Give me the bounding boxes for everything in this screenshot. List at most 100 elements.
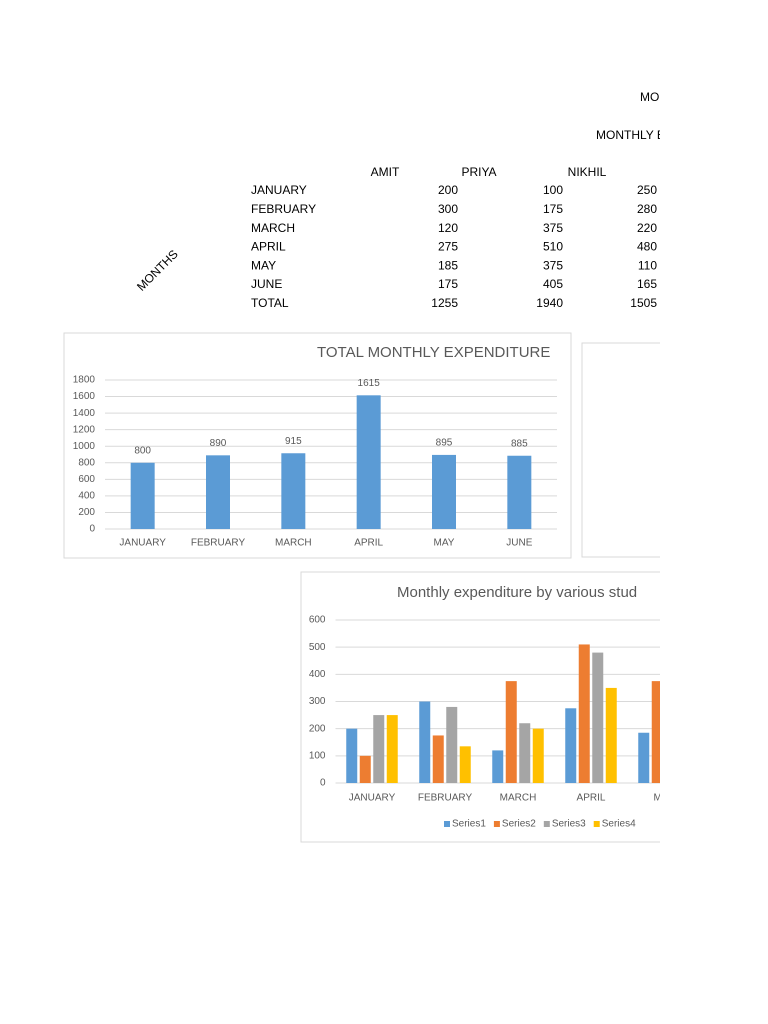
x-tick-label: JANUARY [349,793,396,804]
column-header: PRIYA [461,165,496,179]
legend-swatch [444,821,450,827]
y-tick-label: 0 [89,524,95,535]
table-cell: 300 [438,202,458,216]
table-cell: 510 [543,240,563,254]
bar [432,735,444,783]
column-header: NIKHIL [568,165,607,179]
bar [386,715,398,783]
y-tick-label: 1800 [73,375,96,386]
data-label: 895 [436,438,453,449]
table-cell: 250 [637,183,657,197]
y-tick-label: 500 [309,642,326,653]
y-tick-label: 1000 [73,441,96,452]
y-tick-label: 400 [78,491,95,502]
bar [446,706,458,783]
side-label: MONTHS [134,247,181,294]
x-tick-label: MAY [434,538,455,549]
bar [492,750,504,783]
table-cell: 480 [637,240,657,254]
y-tick-label: 100 [309,750,326,761]
bar [519,723,531,783]
y-tick-label: 200 [309,723,326,734]
table-cell: 375 [543,221,563,235]
bar [130,462,155,529]
y-tick-label: 300 [309,696,326,707]
bar [419,701,431,783]
empty-chart-frame [581,342,660,558]
bar [592,652,604,783]
x-tick-label: JANUARY [119,538,166,549]
bar [359,755,371,783]
x-tick-label: MAY [654,793,660,804]
y-tick-label: 0 [320,778,326,789]
table-cell: 165 [637,277,657,291]
table-cell: 110 [638,258,657,272]
row-label: FEBRUARY [251,202,316,216]
bar [507,455,532,529]
bar [532,728,544,783]
sheet-title: MO [640,90,659,104]
bar [346,728,358,783]
table-cell: 100 [543,183,563,197]
legend-swatch [593,821,600,827]
y-tick-label: 800 [78,457,95,468]
data-label: 800 [134,445,151,456]
data-label: 915 [285,436,302,447]
table-cell: 1940 [536,296,563,310]
x-tick-label: FEBRUARY [418,793,473,804]
table-cell: 185 [438,258,458,272]
x-tick-label: APRIL [354,538,383,549]
table-cell: 175 [543,202,563,216]
x-tick-label: MARCH [275,538,312,549]
chart-title: TOTAL MONTHLY EXPENDITURE [317,344,550,361]
x-tick-label: JUNE [506,538,532,549]
row-label: TOTAL [251,296,289,310]
row-label: JUNE [251,277,282,291]
table-cell: 175 [438,277,458,291]
bar [459,746,471,783]
table-cell: 375 [543,258,563,272]
data-label: 885 [511,438,528,449]
bar [373,715,385,783]
legend-swatch [543,821,550,827]
table-cell: 1255 [431,296,458,310]
table-cell: 120 [438,221,458,235]
bar [505,681,517,783]
legend-label: Series1 [452,819,486,830]
legend-label: Series3 [552,819,586,830]
y-tick-label: 1200 [73,424,96,435]
row-label: APRIL [251,240,286,254]
data-label: 890 [210,438,227,449]
table-cell: 275 [438,240,458,254]
row-label: MARCH [251,221,295,235]
y-tick-label: 600 [309,615,326,626]
bar [565,708,577,783]
table-cell: 280 [637,202,657,216]
bar [206,455,230,529]
page-clip: MO MONTHLY E MONTHS AMIT PRIYA NIKHIL JANUA… [63,90,660,843]
legend-label: Series2 [502,819,536,830]
data-label: 1615 [358,378,381,389]
x-tick-label: FEBRUARY [191,538,246,549]
table-cell: 220 [637,221,657,235]
x-tick-label: MARCH [500,793,537,804]
table-cell: 200 [438,183,458,197]
bar [356,395,381,529]
x-tick-label: APRIL [577,793,606,804]
bar [578,644,590,783]
table-cell: 405 [543,277,563,291]
bar [638,732,650,783]
bar [281,453,306,529]
column-header: AMIT [371,165,400,179]
legend-swatch [493,821,500,827]
sheet-subtitle: MONTHLY E [596,128,660,142]
y-tick-label: 1600 [73,391,96,402]
row-label: MAY [251,258,276,272]
legend-label: Series4 [602,819,636,830]
bar [605,687,617,783]
chart-title: Monthly expenditure by various stud [397,584,637,601]
bar [651,681,660,783]
bar [432,454,456,529]
y-tick-label: 200 [78,507,95,518]
